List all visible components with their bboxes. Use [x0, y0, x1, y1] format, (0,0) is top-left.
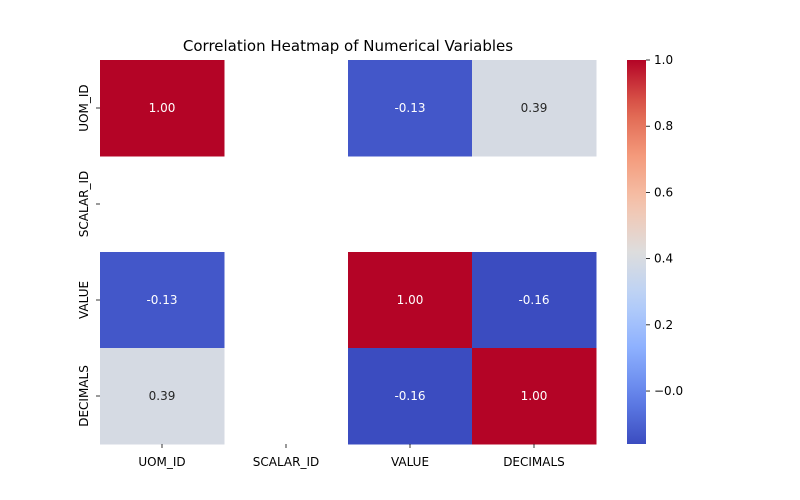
colorbar-tick-label: 1.0 — [654, 53, 673, 67]
colorbar: −0.0 0.2 0.4 0.6 0.8 1.0 — [627, 53, 683, 444]
colorbar-tick-label: 0.8 — [654, 119, 673, 133]
colorbar-tick-label: −0.0 — [654, 384, 683, 398]
heatmap-cell — [100, 252, 225, 349]
heatmap-cells: 1.00 -0.13 0.39 -0.13 1.00 -0.16 0.39 -0.16 1.00 — [100, 60, 597, 445]
cell-value-label: -0.16 — [394, 389, 425, 403]
chart-title: Correlation Heatmap of Numerical Variabl… — [183, 37, 513, 55]
heatmap-cell — [348, 60, 473, 157]
heatmap-cell — [100, 348, 225, 445]
cell-value-label: 1.00 — [521, 389, 548, 403]
cell-value-label: 0.39 — [149, 389, 176, 403]
colorbar-tick-label: 0.2 — [654, 318, 673, 332]
colorbar-tick-label: 0.6 — [654, 185, 673, 199]
y-tick-label: UOM_ID — [77, 84, 91, 131]
cell-value-label: -0.13 — [146, 293, 177, 307]
colorbar-tick-label: 0.4 — [654, 252, 673, 266]
heatmap-cell — [472, 252, 597, 349]
heatmap-cell — [348, 348, 473, 445]
heatmap-cell — [472, 60, 597, 157]
cell-value-label: 1.00 — [149, 101, 176, 115]
cell-value-label: -0.13 — [394, 101, 425, 115]
y-tick-label: DECIMALS — [77, 365, 91, 427]
heatmap-cell — [100, 60, 225, 157]
cell-value-label: -0.16 — [518, 293, 549, 307]
x-tick-label: VALUE — [391, 455, 429, 469]
y-tick-label: SCALAR_ID — [77, 171, 91, 238]
heatmap-cell — [472, 348, 597, 445]
cell-value-label: 0.39 — [521, 101, 548, 115]
y-axis: UOM_ID SCALAR_ID VALUE DECIMALS — [77, 84, 100, 427]
x-axis: UOM_ID SCALAR_ID VALUE DECIMALS — [138, 444, 565, 469]
cell-value-label: 1.00 — [397, 293, 424, 307]
x-tick-label: UOM_ID — [138, 455, 185, 469]
x-tick-label: DECIMALS — [503, 455, 565, 469]
y-tick-label: VALUE — [77, 281, 91, 319]
colorbar-bar — [627, 60, 646, 444]
x-tick-label: SCALAR_ID — [253, 455, 320, 469]
heatmap-cell — [348, 252, 473, 349]
